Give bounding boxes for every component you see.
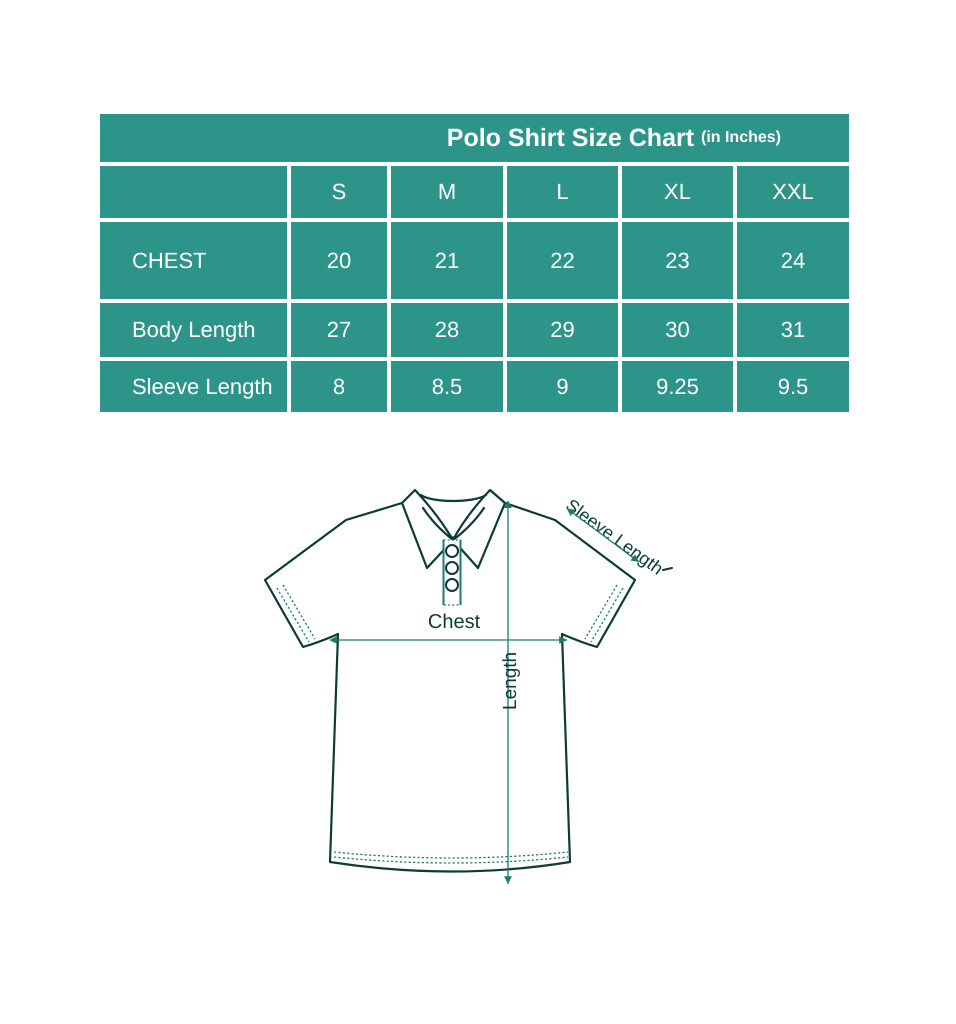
svg-text:Chest: Chest <box>428 611 481 633</box>
